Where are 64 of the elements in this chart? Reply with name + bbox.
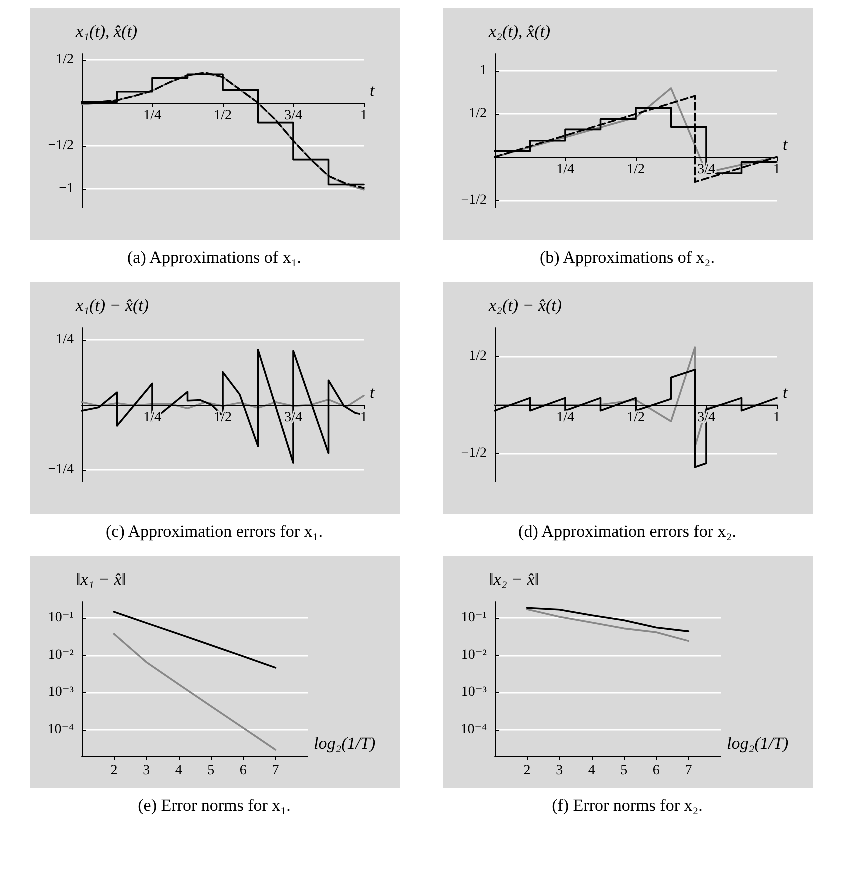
y-tick-label: 1/4 (56, 332, 74, 348)
x-tick-label: 7 (684, 764, 692, 778)
x-tick-label: 1 (360, 410, 367, 426)
y-tick-label: −1/2 (460, 446, 486, 462)
x-tick-label: 1/4 (556, 410, 574, 426)
y-tick-label: 10⁻¹ (460, 610, 486, 626)
y-tick-label: −1 (58, 182, 74, 197)
x-tick-label: 1/2 (214, 108, 232, 124)
text: (e) Error norms for x₁. (138, 796, 291, 816)
x-tick-label: 6 (652, 764, 660, 778)
y-axis-title: x₂(t) − x̂(t) (488, 296, 562, 315)
y-tick-label: −1/4 (48, 462, 74, 478)
x-axis-title: t (370, 81, 376, 100)
y-tick-label: 1 (480, 64, 486, 79)
x-tick-label: 2 (523, 764, 530, 778)
text: (f) Error norms for x₂. (552, 796, 703, 816)
x-tick-label: 3/4 (284, 108, 302, 124)
text: (d) Approximation errors for x₂. (518, 522, 736, 542)
y-tick-label: 10⁻³ (48, 685, 74, 700)
x-tick-label: 5 (620, 764, 628, 778)
x-axis-title: t (782, 383, 788, 402)
x-tick-label: 1/2 (214, 410, 232, 426)
y-axis-title: x₁(t), x̂(t) (74, 22, 138, 41)
x-tick-label: 4 (588, 764, 595, 778)
x-tick-label: 1/4 (556, 162, 574, 178)
y-axis-title: ‖x₂ − x̂‖ (488, 570, 540, 589)
line-series (526, 607, 690, 632)
x-axis-title: t (782, 135, 788, 154)
y-tick-label: 1/2 (468, 348, 486, 364)
x-axis-title: t (370, 383, 376, 402)
x-tick-label: 3 (142, 764, 150, 778)
y-tick-label: 10⁻¹ (48, 610, 74, 626)
x-tick-label: 4 (174, 764, 182, 778)
y-tick-label: 10⁻³ (460, 685, 486, 700)
y-tick-label: −1/2 (460, 192, 486, 208)
text: (a) Approximations of x₁. (127, 248, 302, 268)
x-tick-label: 2 (110, 764, 118, 778)
text: (b) Approximations of x₂. (540, 248, 715, 268)
line-series (112, 611, 276, 669)
line-series (112, 633, 276, 751)
x-tick-label: 1 (360, 108, 367, 124)
y-tick-label: 10⁻² (460, 648, 486, 663)
y-axis-title: x₁(t) − x̂(t) (74, 296, 149, 315)
x-tick-label: 1 (773, 162, 780, 178)
x-axis-title: log₂(1/T) (726, 734, 788, 753)
x-tick-label: 6 (239, 764, 246, 778)
x-tick-label: 1/4 (143, 108, 161, 124)
y-axis-title: ‖x₁ − x̂‖ (76, 570, 126, 589)
y-axis-title: x₂(t), x̂(t) (488, 22, 550, 41)
x-tick-label: 3 (556, 764, 563, 778)
x-axis-title: log₂(1/T) (314, 734, 376, 753)
y-tick-label: 10⁻⁴ (460, 722, 487, 738)
x-tick-label: 1/2 (626, 410, 644, 426)
y-tick-label: 1/2 (56, 52, 74, 68)
y-tick-label: 10⁻² (48, 648, 74, 663)
x-tick-label: 1/2 (626, 162, 644, 178)
x-tick-label: 5 (207, 764, 214, 778)
line-series (526, 608, 690, 642)
x-tick-label: 7 (272, 764, 279, 778)
text: (c) Approximation errors for x₁. (106, 522, 323, 542)
line-series (80, 395, 364, 410)
y-tick-label: 10⁻⁴ (47, 722, 74, 738)
x-tick-label: 1 (773, 410, 780, 426)
y-tick-label: −1/2 (48, 138, 74, 154)
